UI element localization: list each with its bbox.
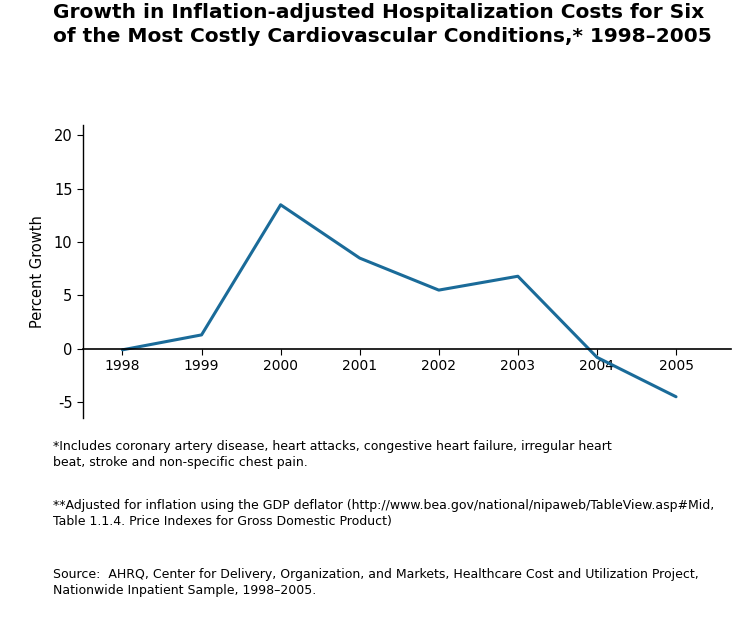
Text: *Includes coronary artery disease, heart attacks, congestive heart failure, irre: *Includes coronary artery disease, heart… (53, 440, 611, 469)
Text: Growth in Inflation-adjusted Hospitalization Costs for Six
of the Most Costly Ca: Growth in Inflation-adjusted Hospitaliza… (53, 3, 712, 46)
Text: Source:  AHRQ, Center for Delivery, Organization, and Markets, Healthcare Cost a: Source: AHRQ, Center for Delivery, Organ… (53, 568, 698, 597)
Y-axis label: Percent Growth: Percent Growth (30, 215, 45, 328)
Text: **Adjusted for inflation using the GDP deflator (http://www.bea.gov/national/nip: **Adjusted for inflation using the GDP d… (53, 499, 714, 528)
